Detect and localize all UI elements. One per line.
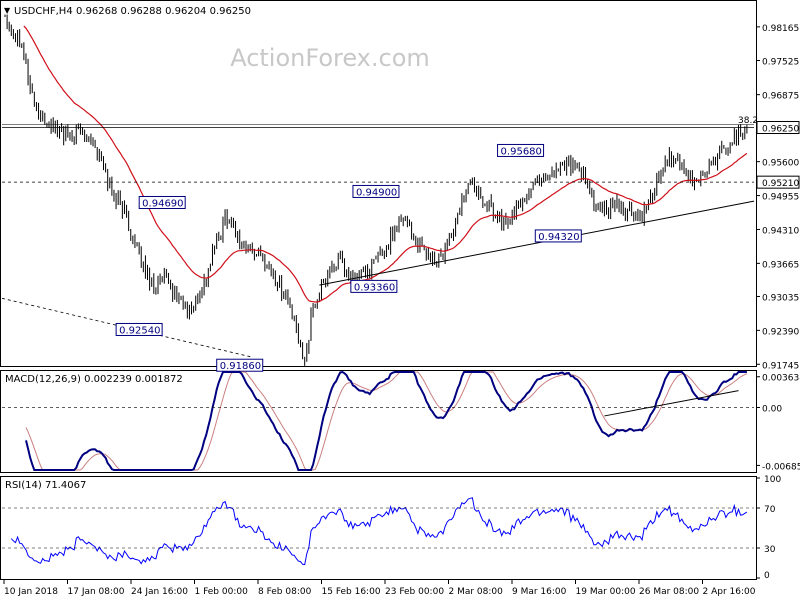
price-label-box <box>138 195 186 209</box>
rsi-axis-label: 70 <box>764 505 776 515</box>
price-axis-label: 0.96875 <box>762 92 799 102</box>
price-axis-label: 0.91745 <box>762 361 799 371</box>
rising-trendline <box>319 200 755 286</box>
axes-layer: 0.98165 0.97525 0.96875 0.96250 0.95600 0.952… <box>3 24 800 597</box>
time-axis-label: 9 Mar 16:00 <box>512 587 567 597</box>
price-label: 0.92540 <box>119 325 160 336</box>
price-label-box <box>497 143 545 157</box>
rsi-axis-label: 100 <box>764 475 781 485</box>
price-label: 0.94690 <box>142 198 183 209</box>
rsi-panel-frame <box>0 476 757 580</box>
time-axis-label: 1 Feb 00:00 <box>195 587 249 597</box>
price-axis-label: 0.93035 <box>762 293 799 303</box>
macd-signal-line <box>25 371 748 471</box>
time-axis-label: 26 Mar 08:00 <box>639 587 699 597</box>
price-axis-highlight <box>756 175 800 189</box>
price-axis-label: 0.95600 <box>762 159 799 169</box>
dropdown-arrow-icon[interactable]: ▼ <box>4 6 11 15</box>
time-axis-label: 2 Mar 08:00 <box>449 587 504 597</box>
price-axis-label: 0.94955 <box>762 193 799 203</box>
macd-title: MACD(12,26,9) 0.002239 0.001872 <box>5 374 183 385</box>
price-label: 0.91860 <box>220 361 261 372</box>
macd-layer <box>2 370 754 471</box>
macd-axis-label: -0.006858 <box>762 462 800 472</box>
rsi-title: RSI(14) 71.4067 <box>5 480 86 491</box>
macd-line <box>25 370 747 471</box>
price-axis-label: 0.95210 <box>762 179 799 189</box>
price-label: 0.95680 <box>501 146 542 157</box>
time-axis-label: 17 Jan 08:00 <box>68 587 125 597</box>
macd-trendline <box>604 390 739 417</box>
price-label-box <box>534 229 582 243</box>
time-axis-label: 15 Feb 16:00 <box>322 587 381 597</box>
fib-label: 38.2 <box>738 116 758 126</box>
price-axis-label: 0.93665 <box>762 260 799 270</box>
price-axis-label: 0.97525 <box>762 57 799 67</box>
time-axis-label: 8 Feb 08:00 <box>258 587 312 597</box>
macd-panel-frame <box>0 370 757 473</box>
price-axis-highlight <box>756 121 800 135</box>
price-label-box <box>350 279 398 293</box>
rsi-axis-label: 30 <box>764 545 776 555</box>
price-axis-label: 0.96250 <box>762 125 799 135</box>
price-label-box <box>115 322 163 336</box>
price-label: 0.94900 <box>356 187 397 198</box>
symbol-label: USDCHF,H4 <box>14 6 73 17</box>
price-layer: 38.2 0.94690 0.92540 0.91860 0.94900 0.93360 0… <box>1 14 758 372</box>
time-axis-label: 10 Jan 2018 <box>4 587 58 597</box>
price-axis-label: 0.94310 <box>762 226 799 236</box>
time-axis-label: 23 Feb 00:00 <box>385 587 444 597</box>
time-axis-label: 24 Jan 16:00 <box>131 587 188 597</box>
price-label: 0.93360 <box>354 282 395 293</box>
macd-axis-label: 0.003638 <box>762 374 800 384</box>
rsi-layer <box>2 497 754 566</box>
watermark: ActionForex.com <box>230 44 430 72</box>
macd-axis-label: 0.00 <box>762 404 782 414</box>
rsi-line <box>10 497 748 566</box>
ohlc-label: 0.96268 0.96288 0.96204 0.96250 <box>76 6 251 17</box>
price-label: 0.94320 <box>538 232 579 243</box>
price-label-box <box>352 184 400 198</box>
time-axis-label: 2 Apr 16:00 <box>703 587 756 597</box>
rsi-axis-label: 0 <box>764 571 770 581</box>
time-axis-label: 19 Mar 00:00 <box>576 587 636 597</box>
price-axis-label: 0.98165 <box>762 24 799 34</box>
price-axis-label: 0.92390 <box>762 327 799 337</box>
